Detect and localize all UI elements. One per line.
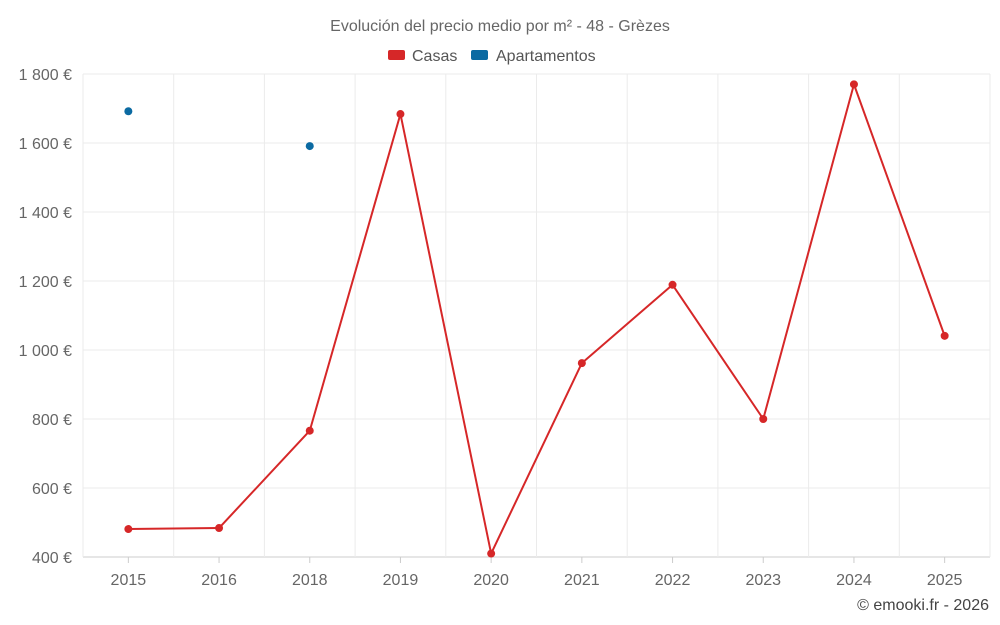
legend-swatch-casas xyxy=(388,50,405,60)
series-segment-casas xyxy=(852,83,946,337)
x-axis-ticks: 2015 2016 2018 2019 2020 2021 2022 2023 2024 2025 xyxy=(111,557,963,589)
series-segment-casas xyxy=(127,527,221,531)
data-point-casas[interactable] xyxy=(124,525,133,534)
data-point-casas[interactable] xyxy=(487,549,496,558)
series-segment-casas xyxy=(308,113,402,432)
data-point-apartamentos[interactable] xyxy=(305,142,314,151)
data-point-casas[interactable] xyxy=(396,110,405,119)
series-segment-casas xyxy=(218,429,311,530)
x-tick-label: 2023 xyxy=(745,572,781,589)
x-tick-label: 2024 xyxy=(836,572,872,589)
y-tick-label: 1 400 € xyxy=(19,205,72,222)
y-tick-label: 400 € xyxy=(32,550,72,567)
legend-label-apartamentos: Apartamentos xyxy=(496,48,596,65)
series-segment-casas xyxy=(490,362,583,555)
grid xyxy=(82,73,991,558)
x-tick-label: 2021 xyxy=(564,572,600,589)
legend-item-casas[interactable]: Casas xyxy=(388,48,457,65)
y-tick-label: 600 € xyxy=(32,481,72,498)
legend-label-casas: Casas xyxy=(412,48,457,65)
data-point-casas[interactable] xyxy=(940,331,949,340)
y-tick-label: 1 800 € xyxy=(19,67,72,84)
chart-title: Evolución del precio medio por m² - 48 -… xyxy=(330,18,670,35)
data-point-casas[interactable] xyxy=(305,426,314,435)
x-tick-label: 2015 xyxy=(111,572,147,589)
y-axis-ticks: 400 € 600 € 800 € 1 000 € 1 200 € 1 400 € 1 60… xyxy=(19,67,72,567)
data-point-apartamentos[interactable] xyxy=(124,107,133,116)
x-tick-label: 2025 xyxy=(927,572,963,589)
data-point-casas[interactable] xyxy=(849,80,858,89)
data-point-casas[interactable] xyxy=(759,415,768,423)
series xyxy=(124,80,949,558)
x-tick-label: 2018 xyxy=(292,572,328,589)
x-tick-label: 2020 xyxy=(473,572,509,589)
y-tick-label: 800 € xyxy=(32,412,72,429)
x-tick-label: 2016 xyxy=(201,572,237,589)
legend-swatch-apartamentos xyxy=(471,50,488,60)
series-segment-casas xyxy=(671,283,765,420)
data-point-casas[interactable] xyxy=(215,524,224,533)
series-segment-casas xyxy=(399,113,493,555)
series-segment-casas xyxy=(762,83,855,420)
x-tick-label: 2022 xyxy=(655,572,691,589)
x-tick-label: 2019 xyxy=(383,572,419,589)
data-point-casas[interactable] xyxy=(668,280,677,289)
legend: Casas Apartamentos xyxy=(388,48,596,65)
series-segment-casas xyxy=(580,283,674,365)
data-point-casas[interactable] xyxy=(577,359,586,368)
y-tick-label: 1 600 € xyxy=(19,136,72,153)
legend-item-apartamentos[interactable]: Apartamentos xyxy=(471,48,596,65)
credit-text: © emooki.fr - 2026 xyxy=(857,597,989,614)
y-tick-label: 1 200 € xyxy=(19,274,72,291)
y-tick-label: 1 000 € xyxy=(19,343,72,360)
